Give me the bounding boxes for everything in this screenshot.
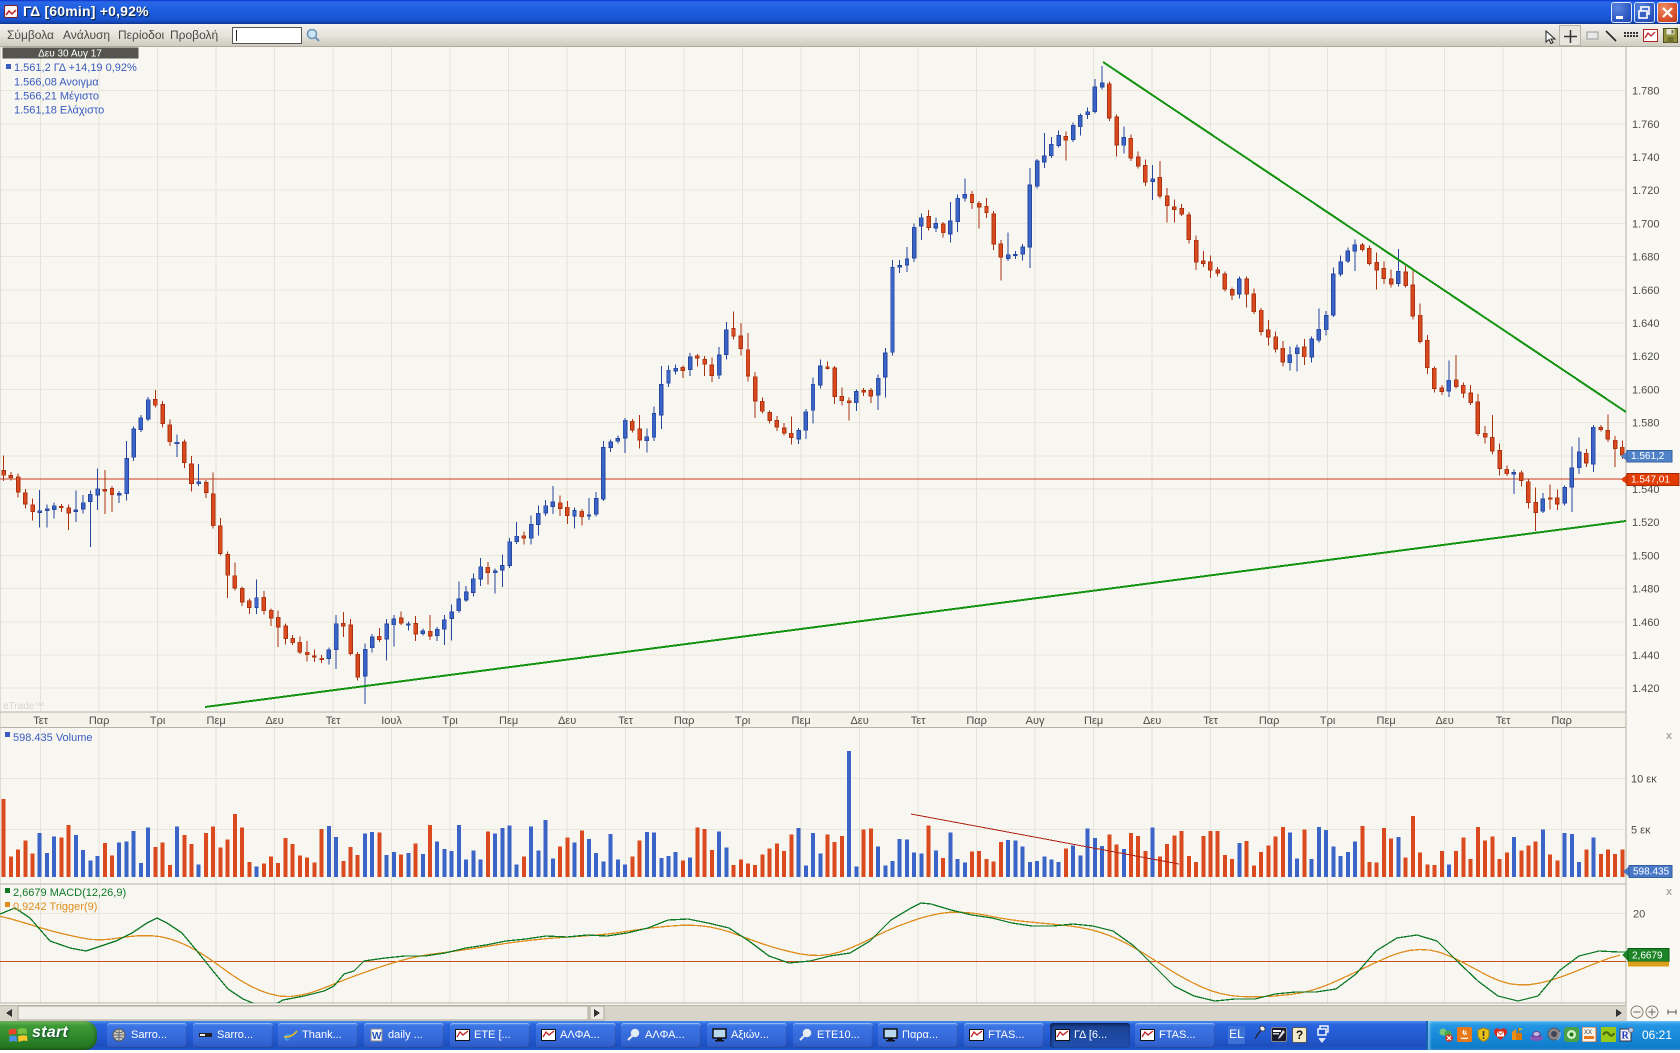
svg-text:1.547,01: 1.547,01 xyxy=(1631,475,1670,486)
svg-text:Τρι: Τρι xyxy=(442,715,458,727)
svg-text:Τετ: Τετ xyxy=(1203,715,1218,727)
svg-text:1.740: 1.740 xyxy=(1632,152,1660,164)
svg-text:1.680: 1.680 xyxy=(1632,252,1660,264)
svg-text:Τετ: Τετ xyxy=(911,715,926,727)
svg-text:Τετ: Τετ xyxy=(1496,715,1511,727)
svg-text:Τρι: Τρι xyxy=(735,715,751,727)
svg-text:Δευ: Δευ xyxy=(850,715,868,727)
svg-text:Πεμ: Πεμ xyxy=(1377,715,1396,727)
svg-text:2,6679 MACD(12,26,9): 2,6679 MACD(12,26,9) xyxy=(13,887,126,899)
svg-text:Παρ: Παρ xyxy=(966,715,987,727)
svg-text:Δευ: Δευ xyxy=(265,715,283,727)
svg-text:1.580: 1.580 xyxy=(1632,418,1660,430)
svg-text:1.566,08 Ανοιγμα: 1.566,08 Ανοιγμα xyxy=(14,77,99,89)
svg-text:598.435: 598.435 xyxy=(1633,867,1670,878)
svg-text:1.561,2 ΓΔ +14,19 0,92%: 1.561,2 ΓΔ +14,19 0,92% xyxy=(14,62,137,74)
svg-text:Δευ: Δευ xyxy=(1143,715,1161,727)
svg-text:Παρ: Παρ xyxy=(674,715,695,727)
svg-text:1.561,2: 1.561,2 xyxy=(1631,451,1665,462)
svg-text:1.780: 1.780 xyxy=(1632,86,1660,98)
svg-text:1.720: 1.720 xyxy=(1632,185,1660,197)
svg-text:Αυγ: Αυγ xyxy=(1026,715,1045,727)
svg-text:Παρ: Παρ xyxy=(1551,715,1572,727)
svg-text:Ιουλ: Ιουλ xyxy=(381,715,402,727)
svg-text:XX: XX xyxy=(1584,1030,1592,1036)
svg-text:1.566,21 Μέγιστο: 1.566,21 Μέγιστο xyxy=(14,91,99,103)
svg-text:Τετ: Τετ xyxy=(618,715,633,727)
svg-text:Τρι: Τρι xyxy=(150,715,166,727)
svg-text:Δευ: Δευ xyxy=(558,715,576,727)
svg-text:598.435 Volume: 598.435 Volume xyxy=(13,732,93,744)
svg-text:R: R xyxy=(1622,1031,1630,1042)
svg-text:Τετ: Τετ xyxy=(33,715,48,727)
svg-text:Πεμ: Πεμ xyxy=(792,715,811,727)
svg-text:Πεμ: Πεμ xyxy=(499,715,518,727)
svg-text:20: 20 xyxy=(1633,908,1645,920)
svg-text:Τρι: Τρι xyxy=(1320,715,1336,727)
svg-text:x: x xyxy=(1666,886,1673,898)
svg-text:1.500: 1.500 xyxy=(1632,550,1660,562)
svg-text:1.440: 1.440 xyxy=(1632,650,1660,662)
svg-text:Παρ: Παρ xyxy=(1259,715,1280,727)
svg-text:1.561,18 Ελάχιστο: 1.561,18 Ελάχιστο xyxy=(14,105,104,117)
svg-text:Παρ: Παρ xyxy=(89,715,110,727)
svg-text:1.540: 1.540 xyxy=(1632,484,1660,496)
svg-text:W: W xyxy=(372,1031,382,1042)
svg-text:x: x xyxy=(1666,730,1673,742)
svg-text:1.480: 1.480 xyxy=(1632,584,1660,596)
svg-text:1.420: 1.420 xyxy=(1632,683,1660,695)
svg-text:Δευ 30 Αυγ 17: Δευ 30 Αυγ 17 xyxy=(38,49,102,60)
svg-text:Δευ: Δευ xyxy=(1435,715,1453,727)
svg-text:1.460: 1.460 xyxy=(1632,617,1660,629)
svg-text:10 εκ: 10 εκ xyxy=(1631,774,1657,786)
svg-text:Πεμ: Πεμ xyxy=(1084,715,1103,727)
svg-text:2,6679: 2,6679 xyxy=(1632,951,1663,962)
svg-text:Πεμ: Πεμ xyxy=(207,715,226,727)
svg-text:1.660: 1.660 xyxy=(1632,285,1660,297)
svg-text:0,9242 Trigger(9): 0,9242 Trigger(9) xyxy=(13,901,97,913)
svg-text:1.760: 1.760 xyxy=(1632,119,1660,131)
svg-text:1.600: 1.600 xyxy=(1632,384,1660,396)
svg-text:1.640: 1.640 xyxy=(1632,318,1660,330)
svg-text:Τετ: Τετ xyxy=(326,715,341,727)
svg-text:1.520: 1.520 xyxy=(1632,517,1660,529)
svg-text:1.700: 1.700 xyxy=(1632,218,1660,230)
svg-text:5 εκ: 5 εκ xyxy=(1631,825,1651,837)
svg-text:eTrade™: eTrade™ xyxy=(3,701,44,712)
svg-text:1.620: 1.620 xyxy=(1632,351,1660,363)
